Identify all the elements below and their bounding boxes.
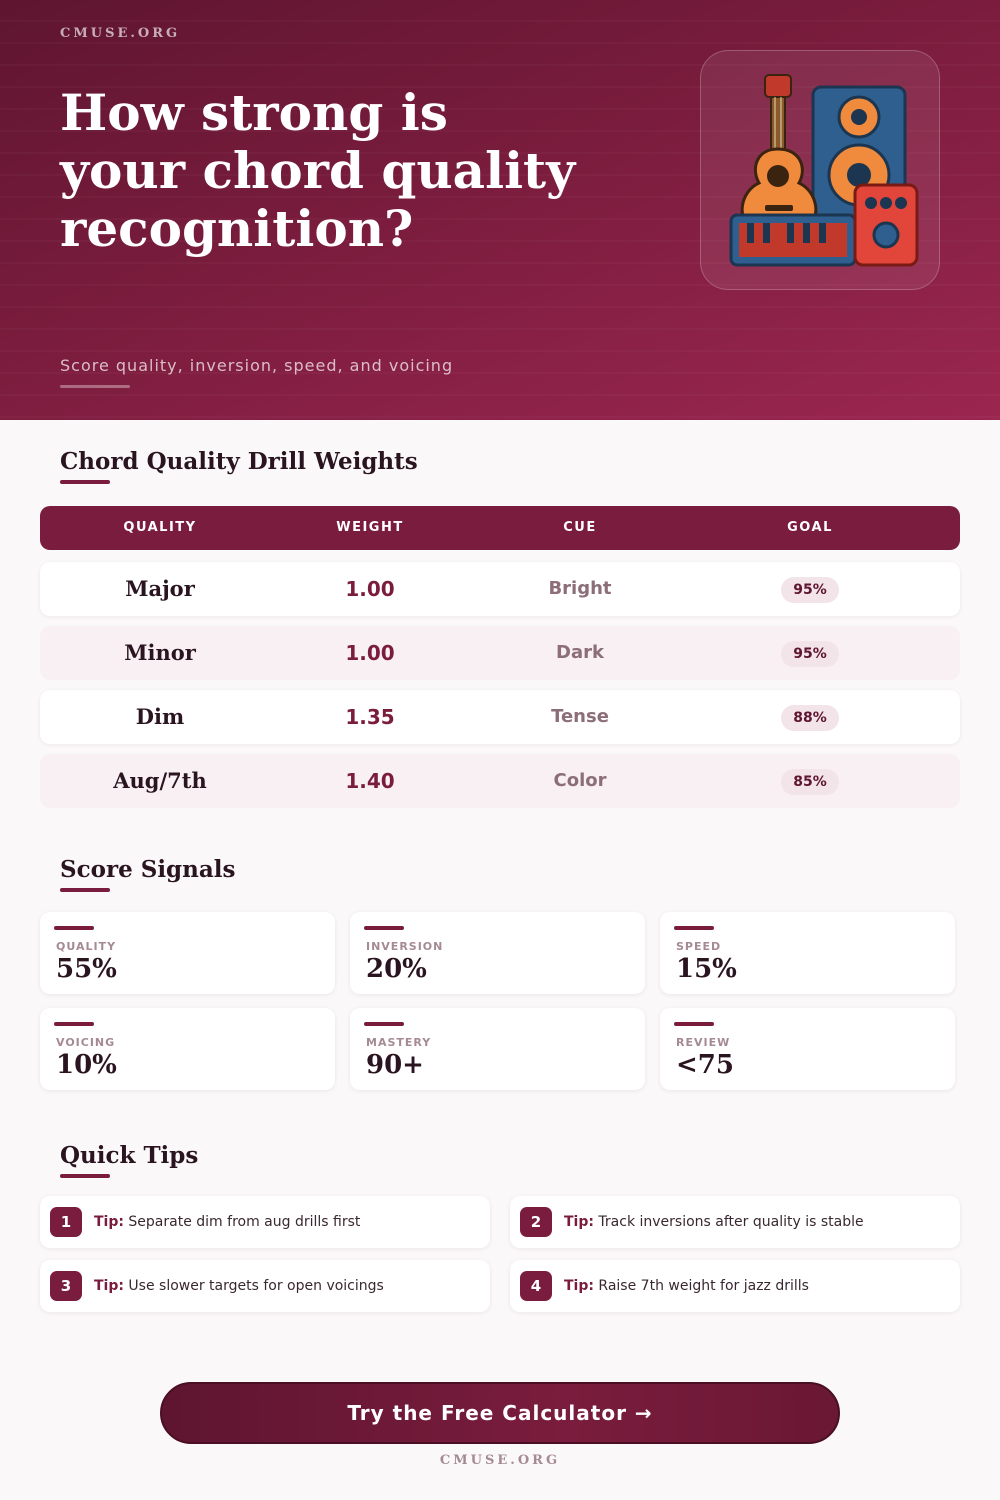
- table-header: QUALITY WEIGHT CUE GOAL: [40, 506, 960, 550]
- goal-cell: 85%: [695, 754, 925, 808]
- column-header-goal: GOAL: [787, 520, 833, 535]
- table-row: Minor 1.00 Dark 95%: [40, 626, 960, 680]
- signal-label: MASTERY: [366, 1036, 432, 1049]
- weight-cell: 1.00: [345, 577, 395, 601]
- quality-cell: Major: [125, 576, 195, 601]
- goal-badge: 88%: [781, 704, 839, 731]
- cue-cell: Tense: [551, 706, 609, 727]
- weights-title-underline: [60, 480, 110, 484]
- brand-logo-top[interactable]: CMUSE.ORG: [60, 26, 181, 41]
- cue-cell: Bright: [548, 578, 612, 599]
- signal-accent-bar: [364, 1022, 404, 1026]
- cue-cell: Dark: [556, 642, 604, 663]
- tip-item: 4 Tip: Raise 7th weight for jazz drills: [510, 1260, 960, 1312]
- quality-cell: Aug/7th: [113, 768, 207, 793]
- column-header-cue: CUE: [563, 520, 597, 535]
- table-row: Major 1.00 Bright 95%: [40, 562, 960, 616]
- hero-banner: CMUSE.ORG How strong is your chord quali…: [0, 0, 1000, 420]
- music-instruments-icon: [729, 74, 919, 267]
- cue-cell: Color: [553, 770, 607, 791]
- goal-cell: 88%: [695, 690, 925, 744]
- signal-label: SPEED: [676, 940, 722, 953]
- tip-item: 1 Tip: Separate dim from aug drills firs…: [40, 1196, 490, 1248]
- signal-accent-bar: [54, 1022, 94, 1026]
- signal-card-mastery: MASTERY 90+: [350, 1008, 645, 1090]
- tip-number-badge: 3: [50, 1271, 82, 1301]
- tip-number-badge: 4: [520, 1271, 552, 1301]
- tip-item: 3 Tip: Use slower targets for open voici…: [40, 1260, 490, 1312]
- tip-body: Track inversions after quality is stable: [598, 1214, 864, 1230]
- signal-value: 55%: [56, 954, 117, 984]
- signals-title-underline: [60, 888, 110, 892]
- signal-value: <75: [676, 1050, 734, 1080]
- goal-badge: 85%: [781, 768, 839, 795]
- signal-card-voicing: VOICING 10%: [40, 1008, 335, 1090]
- goal-cell: 95%: [695, 562, 925, 616]
- tip-prefix: Tip:: [94, 1278, 124, 1294]
- signal-value: 90+: [366, 1050, 424, 1080]
- tip-text: Tip: Track inversions after quality is s…: [564, 1196, 864, 1248]
- signal-label: QUALITY: [56, 940, 117, 953]
- tip-number-badge: 2: [520, 1207, 552, 1237]
- weight-cell: 1.35: [345, 705, 395, 729]
- column-header-quality: QUALITY: [123, 520, 197, 535]
- signal-accent-bar: [54, 926, 94, 930]
- quality-cell: Dim: [135, 704, 185, 729]
- quality-cell: Minor: [124, 640, 196, 665]
- goal-badge: 95%: [781, 576, 839, 603]
- goal-cell: 95%: [695, 626, 925, 680]
- weight-cell: 1.40: [345, 769, 395, 793]
- tip-prefix: Tip:: [94, 1214, 124, 1230]
- tip-body: Use slower targets for open voicings: [128, 1278, 384, 1294]
- try-calculator-button[interactable]: Try the Free Calculator →: [160, 1382, 840, 1444]
- tip-text: Tip: Separate dim from aug drills first: [94, 1196, 360, 1248]
- weight-cell: 1.00: [345, 641, 395, 665]
- tip-body: Raise 7th weight for jazz drills: [598, 1278, 809, 1294]
- signal-value: 20%: [366, 954, 427, 984]
- table-row: Aug/7th 1.40 Color 85%: [40, 754, 960, 808]
- signal-label: INVERSION: [366, 940, 444, 953]
- signal-accent-bar: [674, 1022, 714, 1026]
- signal-accent-bar: [674, 926, 714, 930]
- tip-prefix: Tip:: [564, 1214, 594, 1230]
- hero-illustration-card: [700, 50, 940, 290]
- table-row: Dim 1.35 Tense 88%: [40, 690, 960, 744]
- tip-body: Separate dim from aug drills first: [128, 1214, 361, 1230]
- signal-value: 15%: [676, 954, 737, 984]
- tips-section-title: Quick Tips: [60, 1142, 199, 1169]
- subtitle-underline: [60, 385, 130, 388]
- signal-accent-bar: [364, 926, 404, 930]
- column-header-weight: WEIGHT: [336, 520, 404, 535]
- tip-prefix: Tip:: [564, 1278, 594, 1294]
- signal-label: REVIEW: [676, 1036, 731, 1049]
- tip-number-badge: 1: [50, 1207, 82, 1237]
- signals-section-title: Score Signals: [60, 856, 236, 883]
- tip-item: 2 Tip: Track inversions after quality is…: [510, 1196, 960, 1248]
- signal-card-review: REVIEW <75: [660, 1008, 955, 1090]
- weights-section-title: Chord Quality Drill Weights: [60, 448, 418, 475]
- page-title: How strong is your chord quality recogni…: [60, 83, 576, 258]
- signal-card-quality: QUALITY 55%: [40, 912, 335, 994]
- signal-label: VOICING: [56, 1036, 116, 1049]
- signal-value: 10%: [56, 1050, 117, 1080]
- tip-text: Tip: Raise 7th weight for jazz drills: [564, 1260, 809, 1312]
- signal-card-speed: SPEED 15%: [660, 912, 955, 994]
- brand-logo-bottom[interactable]: CMUSE.ORG: [439, 1453, 561, 1468]
- signal-card-inversion: INVERSION 20%: [350, 912, 645, 994]
- page-subtitle: Score quality, inversion, speed, and voi…: [60, 356, 454, 375]
- tip-text: Tip: Use slower targets for open voicing…: [94, 1260, 384, 1312]
- tips-title-underline: [60, 1174, 110, 1178]
- goal-badge: 95%: [781, 640, 839, 667]
